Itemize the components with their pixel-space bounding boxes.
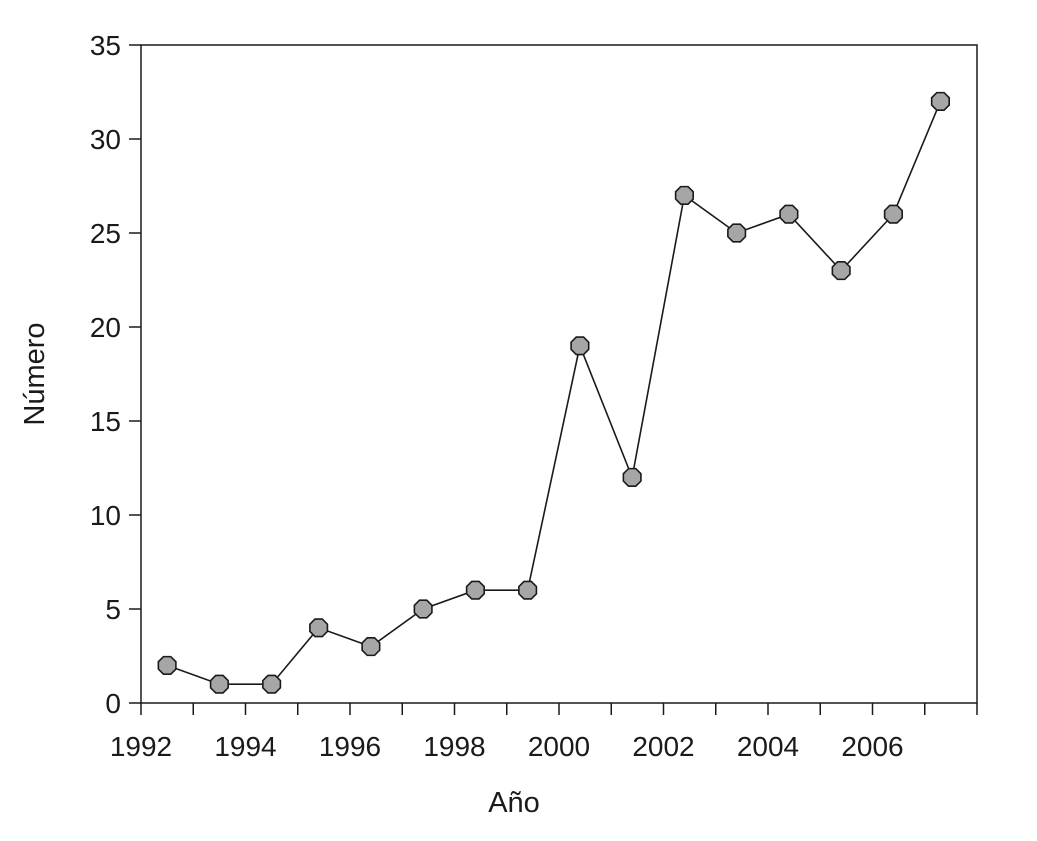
data-point [309,618,329,638]
y-tick-label: 0 [105,688,121,719]
data-point [570,336,590,356]
data-point [465,580,485,600]
x-tick-label: 1998 [423,731,485,762]
data-point [518,580,538,600]
x-tick-label: 2006 [841,731,903,762]
data-point [157,655,177,675]
data-point [361,637,381,657]
data-point [883,204,903,224]
x-tick-label: 2004 [737,731,799,762]
x-axis: 1992 1994 1996 1998 2000 2002 2004 2006 [110,703,978,762]
data-point [622,467,642,487]
data-point [262,674,282,694]
series-line [166,101,942,686]
data-point [930,91,951,111]
data-point [779,204,799,224]
x-axis-title: Año [488,787,540,819]
data-series [157,91,951,694]
y-tick-label: 25 [90,218,121,249]
plot-frame [140,44,978,704]
y-axis-title: Número [19,322,51,425]
y-tick-label: 30 [90,124,121,155]
x-tick-label: 2002 [632,731,694,762]
y-tick-label: 35 [90,30,121,61]
y-tick-label: 5 [105,594,121,625]
x-tick-label: 1996 [319,731,381,762]
y-axis: 0 5 10 15 20 25 30 35 [90,30,141,719]
y-tick-label: 10 [90,500,121,531]
y-tick-label: 15 [90,406,121,437]
data-point [674,185,694,205]
y-tick-label: 20 [90,312,121,343]
data-point [209,674,229,694]
data-point [727,223,747,243]
x-tick-label: 1992 [110,731,172,762]
x-tick-label: 1994 [214,731,276,762]
data-point [413,599,433,619]
data-point [831,261,851,281]
x-tick-label: 2000 [528,731,590,762]
